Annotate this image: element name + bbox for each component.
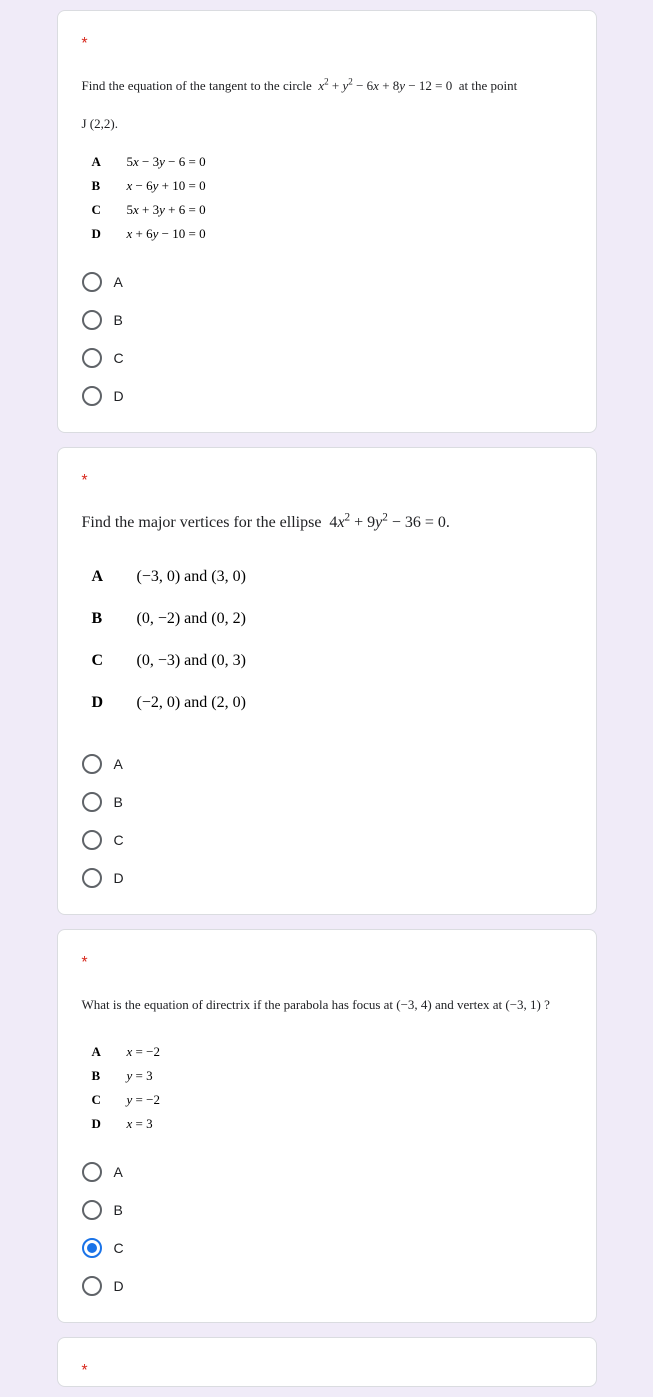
option-label: B — [114, 1202, 123, 1218]
option-label: C — [114, 1240, 124, 1256]
answer-key: B — [82, 598, 137, 640]
option-label: D — [114, 870, 124, 886]
question-prompt: Find the equation of the tangent to the … — [82, 75, 572, 97]
answer-definitions: Ax = −2By = 3Cy = −2Dx = 3 — [82, 1040, 160, 1136]
radio-icon — [82, 386, 102, 406]
required-asterisk: * — [82, 35, 572, 51]
answer-key: C — [82, 198, 127, 222]
radio-icon — [82, 1276, 102, 1296]
form-container: * Find the equation of the tangent to th… — [57, 10, 597, 1387]
required-asterisk: * — [82, 954, 572, 970]
answer-value: (0, −2) and (0, 2) — [137, 598, 246, 640]
option-label: C — [114, 350, 124, 366]
question-card-1: * Find the equation of the tangent to th… — [57, 10, 597, 433]
option-c[interactable]: C — [82, 342, 572, 374]
answer-row: Bx − 6y + 10 = 0 — [82, 174, 206, 198]
answer-key: D — [82, 1112, 127, 1136]
answer-value: (−3, 0) and (3, 0) — [137, 556, 246, 598]
answer-row: D(−2, 0) and (2, 0) — [82, 682, 246, 724]
radio-icon — [82, 792, 102, 812]
option-c[interactable]: C — [82, 1232, 572, 1264]
radio-icon — [82, 868, 102, 888]
option-a[interactable]: A — [82, 266, 572, 298]
question-prompt: Find the major vertices for the ellipse … — [82, 512, 572, 532]
question-card-4: * — [57, 1337, 597, 1387]
answer-row: Dx + 6y − 10 = 0 — [82, 222, 206, 246]
option-b[interactable]: B — [82, 1194, 572, 1226]
answer-value: 5x + 3y + 6 = 0 — [127, 198, 206, 222]
answer-key: C — [82, 640, 137, 682]
question-card-2: * Find the major vertices for the ellips… — [57, 447, 597, 915]
option-label: D — [114, 1278, 124, 1294]
option-d[interactable]: D — [82, 862, 572, 894]
answer-row: B(0, −2) and (0, 2) — [82, 598, 246, 640]
answer-row: Cy = −2 — [82, 1088, 160, 1112]
option-label: A — [114, 1164, 123, 1180]
answer-definitions: A(−3, 0) and (3, 0)B(0, −2) and (0, 2)C(… — [82, 556, 246, 724]
answer-row: Dx = 3 — [82, 1112, 160, 1136]
answer-key: C — [82, 1088, 127, 1112]
option-group: A B C D — [82, 266, 572, 412]
radio-icon — [82, 1162, 102, 1182]
question-card-3: * What is the equation of directrix if t… — [57, 929, 597, 1323]
answer-value: 5x − 3y − 6 = 0 — [127, 150, 206, 174]
option-label: A — [114, 274, 123, 290]
option-a[interactable]: A — [82, 1156, 572, 1188]
option-label: A — [114, 756, 123, 772]
option-group: A B C D — [82, 748, 572, 894]
option-a[interactable]: A — [82, 748, 572, 780]
option-label: B — [114, 312, 123, 328]
answer-key: D — [82, 682, 137, 724]
answer-key: D — [82, 222, 127, 246]
answer-key: B — [82, 1064, 127, 1088]
radio-icon — [82, 348, 102, 368]
radio-icon — [82, 272, 102, 292]
answer-key: A — [82, 556, 137, 598]
answer-value: x + 6y − 10 = 0 — [127, 222, 206, 246]
option-b[interactable]: B — [82, 786, 572, 818]
radio-icon — [82, 754, 102, 774]
answer-row: C(0, −3) and (0, 3) — [82, 640, 246, 682]
answer-value: (0, −3) and (0, 3) — [137, 640, 246, 682]
question-prompt-line2: J (2,2). — [82, 113, 572, 135]
answer-row: Ax = −2 — [82, 1040, 160, 1064]
answer-value: x = 3 — [127, 1112, 160, 1136]
answer-value: y = −2 — [127, 1088, 160, 1112]
option-d[interactable]: D — [82, 1270, 572, 1302]
option-b[interactable]: B — [82, 304, 572, 336]
answer-row: C5x + 3y + 6 = 0 — [82, 198, 206, 222]
option-label: B — [114, 794, 123, 810]
option-group: A B C D — [82, 1156, 572, 1302]
option-d[interactable]: D — [82, 380, 572, 412]
radio-icon — [82, 1200, 102, 1220]
option-label: C — [114, 832, 124, 848]
radio-icon — [82, 1238, 102, 1258]
answer-row: A(−3, 0) and (3, 0) — [82, 556, 246, 598]
required-asterisk: * — [82, 472, 572, 488]
required-asterisk: * — [82, 1362, 572, 1378]
answer-key: B — [82, 174, 127, 198]
answer-row: By = 3 — [82, 1064, 160, 1088]
radio-icon — [82, 830, 102, 850]
answer-value: y = 3 — [127, 1064, 160, 1088]
option-label: D — [114, 388, 124, 404]
answer-definitions: A5x − 3y − 6 = 0Bx − 6y + 10 = 0C5x + 3y… — [82, 150, 206, 246]
answer-row: A5x − 3y − 6 = 0 — [82, 150, 206, 174]
answer-value: x = −2 — [127, 1040, 160, 1064]
answer-key: A — [82, 150, 127, 174]
radio-icon — [82, 310, 102, 330]
option-c[interactable]: C — [82, 824, 572, 856]
answer-value: (−2, 0) and (2, 0) — [137, 682, 246, 724]
answer-value: x − 6y + 10 = 0 — [127, 174, 206, 198]
answer-key: A — [82, 1040, 127, 1064]
question-prompt: What is the equation of directrix if the… — [82, 994, 572, 1016]
